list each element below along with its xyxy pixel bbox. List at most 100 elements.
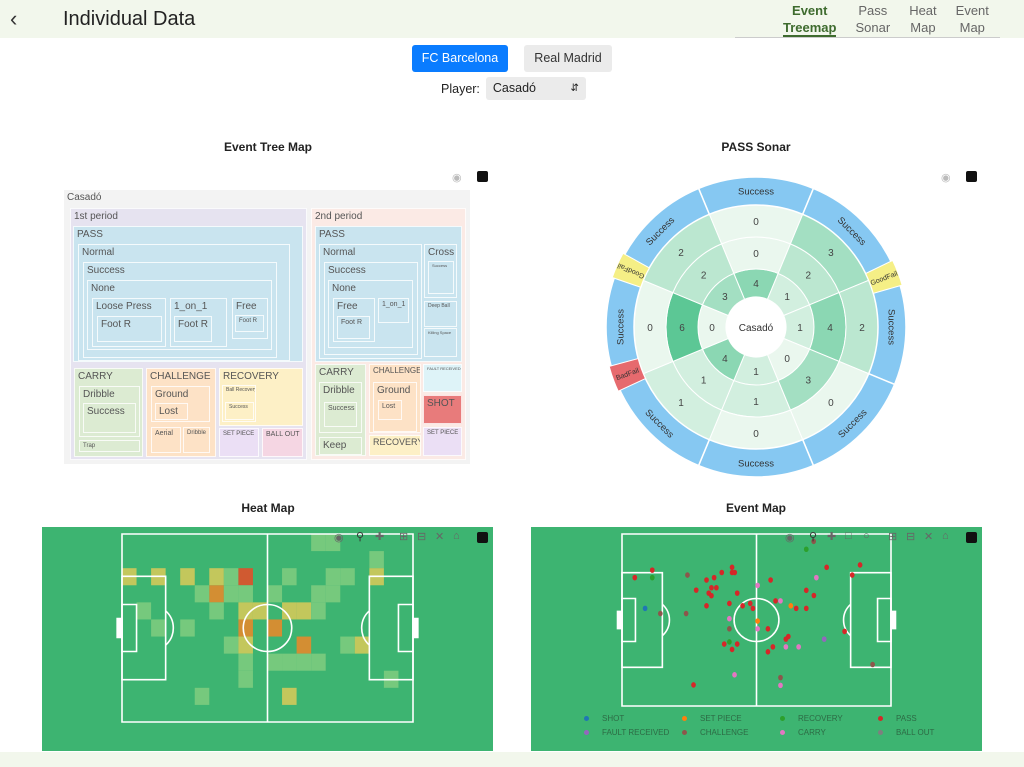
treemap-node-csuccess2[interactable]: Success bbox=[324, 402, 357, 427]
event-point[interactable] bbox=[632, 574, 638, 581]
event-point[interactable] bbox=[719, 569, 725, 576]
event-point[interactable] bbox=[857, 562, 863, 568]
event-point[interactable] bbox=[778, 674, 783, 681]
event-point[interactable] bbox=[729, 646, 735, 653]
event-point[interactable] bbox=[721, 641, 727, 647]
treemap-node-setp2[interactable]: SET PIECE bbox=[423, 427, 462, 456]
event-point[interactable] bbox=[727, 626, 732, 632]
event-point[interactable] bbox=[709, 584, 714, 591]
event-point[interactable] bbox=[734, 641, 740, 647]
camera-icon[interactable]: ◉ bbox=[452, 172, 462, 184]
treemap-node-footr3[interactable]: Foot R bbox=[235, 315, 264, 332]
home-icon[interactable]: ⌂ bbox=[942, 530, 949, 542]
event-point[interactable] bbox=[649, 567, 655, 573]
event-point[interactable] bbox=[793, 605, 799, 612]
event-point[interactable] bbox=[842, 628, 847, 635]
treemap-node-crsuccess[interactable]: Success bbox=[428, 261, 454, 294]
treemap-node-root[interactable]: Casadó bbox=[67, 192, 102, 203]
treemap-node-killing[interactable]: Killing Space bbox=[424, 328, 457, 357]
treemap-node-footr2[interactable]: Foot R bbox=[174, 316, 212, 342]
treemap-node-rsuccess[interactable]: Success bbox=[225, 402, 254, 420]
event-point[interactable] bbox=[755, 618, 760, 624]
event-point[interactable] bbox=[849, 572, 855, 578]
autoscale-icon[interactable]: ✕ bbox=[435, 531, 445, 543]
tab-event-map[interactable]: Event Map bbox=[956, 2, 989, 37]
event-point[interactable] bbox=[683, 610, 689, 617]
event-point[interactable] bbox=[783, 644, 789, 650]
event-point[interactable] bbox=[750, 605, 756, 612]
legend-item[interactable]: PASS bbox=[875, 714, 973, 723]
player-select[interactable]: Casadó ⇵ bbox=[485, 77, 586, 100]
lasso-icon[interactable]: ○ bbox=[863, 530, 870, 542]
team-button-real-madrid[interactable]: Real Madrid bbox=[524, 45, 612, 72]
treemap-node-deep[interactable]: Deep Ball bbox=[424, 301, 457, 327]
treemap-node-footr1[interactable]: Foot R bbox=[97, 316, 162, 342]
treemap-node-aerial[interactable]: Aerial bbox=[151, 427, 181, 453]
camera-icon[interactable]: ◉ bbox=[334, 532, 344, 544]
zoom-out-icon[interactable]: ⊟ bbox=[417, 531, 427, 543]
event-point[interactable] bbox=[770, 644, 776, 650]
legend-item[interactable]: RECOVERY bbox=[777, 714, 875, 723]
event-point[interactable] bbox=[709, 592, 714, 599]
treemap-node-shot[interactable]: SHOT bbox=[423, 395, 462, 424]
pan-icon[interactable]: ✚ bbox=[375, 531, 385, 543]
event-point[interactable] bbox=[765, 626, 771, 632]
event-point[interactable] bbox=[824, 564, 830, 571]
treemap-node-rec2[interactable]: RECOVERY bbox=[369, 435, 421, 456]
zoom-icon[interactable]: ⚲ bbox=[809, 531, 818, 543]
plotly-logo-icon[interactable] bbox=[966, 532, 977, 543]
zoom-icon[interactable]: ⚲ bbox=[356, 531, 365, 543]
event-point[interactable] bbox=[755, 626, 760, 632]
treemap-node-keep[interactable]: Keep bbox=[319, 437, 362, 455]
event-point[interactable] bbox=[657, 610, 663, 617]
event-point[interactable] bbox=[803, 605, 809, 612]
pan-icon[interactable]: ✚ bbox=[827, 531, 837, 543]
event-point[interactable] bbox=[642, 605, 648, 612]
event-point[interactable] bbox=[693, 587, 699, 593]
event-point[interactable] bbox=[778, 682, 783, 689]
event-point[interactable] bbox=[691, 682, 696, 688]
event-point[interactable] bbox=[734, 590, 740, 596]
event-point[interactable] bbox=[803, 546, 809, 553]
event-point[interactable] bbox=[714, 584, 719, 591]
plotly-logo-icon[interactable] bbox=[477, 532, 488, 543]
camera-icon[interactable]: ◉ bbox=[941, 172, 951, 184]
box-select-icon[interactable]: □ bbox=[845, 530, 852, 542]
treemap-node-lost2[interactable]: Lost bbox=[378, 400, 402, 420]
home-icon[interactable]: ⌂ bbox=[453, 530, 460, 542]
legend-item[interactable]: BALL OUT bbox=[875, 728, 973, 737]
tab-event-treemap[interactable]: Event Treemap bbox=[783, 2, 837, 37]
event-point[interactable] bbox=[740, 603, 745, 609]
treemap-node-oneonone2[interactable]: 1_on_1 bbox=[378, 298, 409, 323]
event-point[interactable] bbox=[727, 639, 732, 645]
autoscale-icon[interactable]: ✕ bbox=[924, 531, 934, 543]
event-point[interactable] bbox=[796, 644, 801, 650]
tab-heat-map[interactable]: Heat Map bbox=[909, 2, 936, 37]
back-chevron-icon[interactable]: ‹ bbox=[10, 6, 18, 31]
treemap-node-footr4[interactable]: Foot R bbox=[337, 316, 370, 339]
plotly-logo-icon[interactable] bbox=[477, 171, 488, 182]
legend-item[interactable]: CARRY bbox=[777, 728, 875, 737]
sonar-marker[interactable] bbox=[864, 259, 903, 294]
event-point[interactable] bbox=[649, 574, 655, 581]
sonar-marker[interactable] bbox=[608, 357, 647, 392]
event-point[interactable] bbox=[732, 672, 737, 678]
legend-item[interactable]: CHALLENGE bbox=[679, 728, 777, 737]
legend-item[interactable]: FAULT RECEIVED bbox=[581, 728, 679, 737]
event-point[interactable] bbox=[755, 582, 760, 589]
event-point[interactable] bbox=[711, 574, 717, 581]
treemap-node-csuccess1[interactable]: Success bbox=[83, 403, 136, 433]
event-point[interactable] bbox=[747, 600, 753, 607]
event-point[interactable] bbox=[785, 633, 791, 640]
zoom-in-icon[interactable]: ⊞ bbox=[888, 531, 898, 543]
event-point[interactable] bbox=[727, 600, 732, 607]
legend-item[interactable]: SHOT bbox=[581, 714, 679, 723]
plotly-logo-icon[interactable] bbox=[966, 171, 977, 182]
event-point[interactable] bbox=[811, 592, 817, 599]
event-point[interactable] bbox=[704, 603, 709, 609]
sonar-outer-sector[interactable] bbox=[616, 187, 711, 282]
event-point[interactable] bbox=[821, 636, 827, 642]
treemap-node-trap[interactable]: Trap bbox=[79, 440, 140, 452]
event-point[interactable] bbox=[685, 572, 690, 578]
event-point[interactable] bbox=[778, 598, 783, 604]
